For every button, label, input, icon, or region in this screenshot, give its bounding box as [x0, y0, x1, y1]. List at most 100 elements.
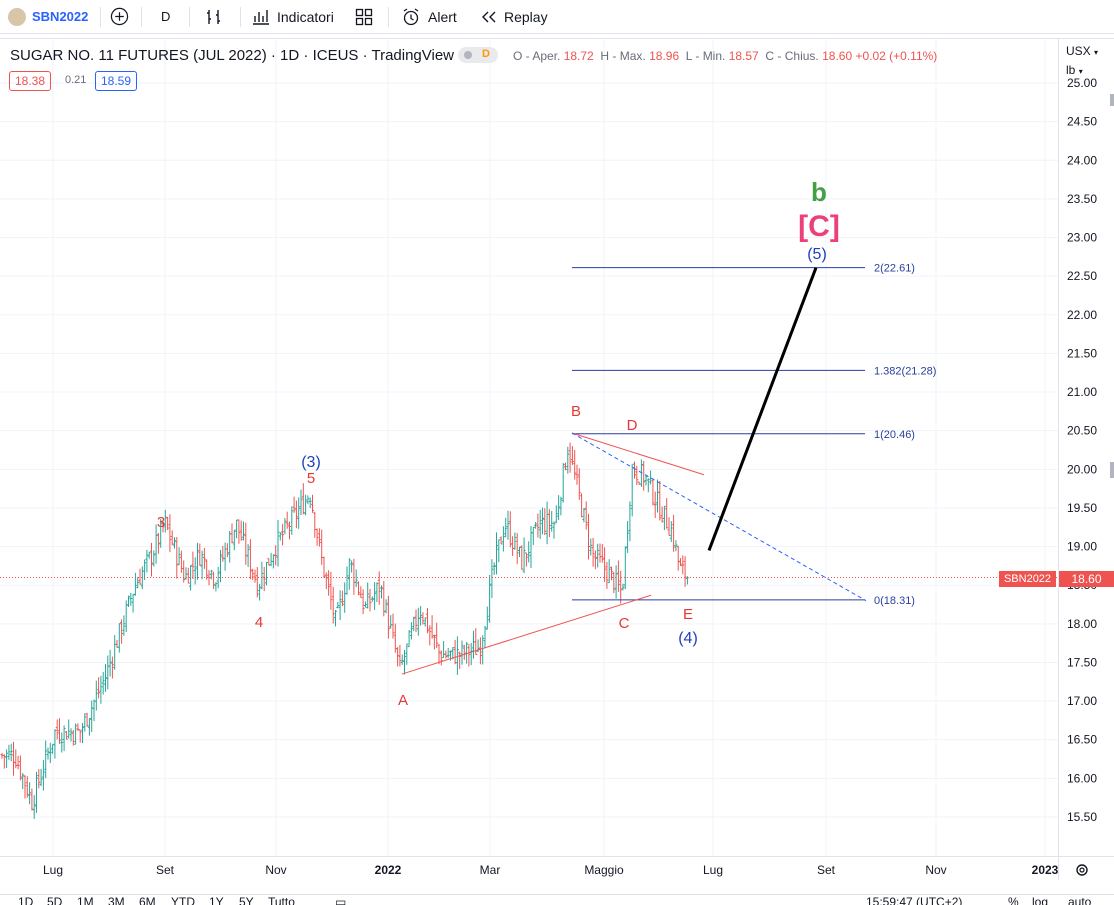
ohlc-bar	[649, 470, 653, 485]
ohlc-bar	[520, 545, 524, 570]
ohlc-bar	[297, 497, 301, 529]
ohlc-bar	[5, 749, 9, 768]
ohlc-bar	[612, 571, 616, 594]
ohlc-bar	[191, 551, 195, 579]
ohlc-bar	[246, 544, 250, 567]
bar-style-button[interactable]	[204, 0, 224, 33]
ohlc-bar	[552, 521, 556, 539]
ohlc-bar	[253, 569, 257, 583]
interval-button[interactable]: D	[161, 9, 171, 24]
compare-button[interactable]	[110, 0, 129, 33]
price-tick-label: 16.50	[1067, 733, 1097, 747]
ohlc-bar	[446, 648, 450, 658]
ohlc-bar	[405, 643, 409, 665]
wave-label-d: D	[627, 417, 638, 434]
ohlc-bar	[133, 572, 137, 596]
ohlc-bar	[64, 730, 68, 740]
ohlc-bar	[175, 537, 179, 579]
top-toolbar: SBN2022 D Indicatori Alert Replay	[0, 0, 1114, 34]
ohlc-bar	[262, 566, 266, 592]
range-6m[interactable]: 6M	[139, 895, 156, 905]
ohlc-bar	[60, 732, 64, 753]
price-chart[interactable]: 2(22.61) 1.382(21.28) 1(20.46) 0(18.31) b[C]…	[0, 34, 1114, 904]
symbol-search[interactable]: SBN2022	[8, 0, 88, 33]
ohlc-bar	[110, 656, 114, 679]
price-tick-label: 25.00	[1067, 76, 1097, 90]
range-all[interactable]: Tutto	[268, 895, 295, 905]
ohlc-bar	[642, 461, 646, 491]
ohlc-bar	[138, 568, 142, 585]
range-1y[interactable]: 1Y	[209, 895, 224, 905]
ohlc-bar	[554, 505, 558, 524]
ohlc-bar	[324, 572, 328, 590]
ohlc-bar	[426, 608, 429, 634]
percent-toggle[interactable]: %	[1008, 895, 1019, 905]
ohlc-bar	[541, 507, 544, 535]
ohlc-bar	[331, 586, 335, 624]
ohlc-bar	[242, 521, 245, 541]
ohlc-bar	[570, 446, 574, 465]
ohlc-bar	[683, 556, 687, 587]
ohlc-bar	[81, 722, 84, 744]
gear-icon	[1076, 864, 1088, 876]
ohlc-bar	[635, 465, 639, 486]
ohlc-bar	[104, 664, 107, 692]
ohlc-bar	[547, 509, 551, 538]
market-status-badge[interactable]: D	[458, 47, 498, 63]
low-value: 18.57	[728, 49, 759, 63]
ohlc-bar	[651, 478, 655, 506]
ohlc-bar	[435, 622, 439, 649]
price-tick-label: 24.50	[1067, 115, 1097, 129]
time-tick-label: 2022	[375, 863, 402, 877]
ohlc-bar	[511, 536, 515, 556]
ohlc-bar	[136, 576, 140, 589]
auto-toggle[interactable]: auto	[1068, 895, 1092, 905]
currency-selector[interactable]: USX ▾	[1066, 44, 1098, 58]
ohlc-bar	[205, 559, 209, 580]
buy-price-button[interactable]: 18.59	[95, 71, 138, 91]
ohlc-bar	[290, 506, 294, 535]
calendar-icon[interactable]: ▭	[335, 895, 347, 905]
ohlc-bar	[513, 532, 517, 550]
ohlc-bar	[492, 562, 496, 575]
ohlc-bar	[580, 493, 584, 518]
ohlc-bar	[416, 607, 420, 636]
ohlc-bar	[501, 526, 505, 552]
range-3m[interactable]: 3M	[108, 895, 125, 905]
ohlc-bar	[442, 641, 446, 659]
range-5d[interactable]: 5D	[47, 895, 63, 905]
ohlc-bar	[315, 528, 319, 546]
ohlc-bar	[288, 521, 291, 540]
ohlc-bar	[582, 508, 586, 523]
ohlc-bar	[221, 545, 225, 562]
ohlc-bar	[124, 600, 128, 633]
ohlc-bar	[373, 582, 377, 610]
ohlc-bar	[202, 548, 206, 569]
clock-time[interactable]: 15:59:47 (UTC+2)	[866, 895, 963, 905]
ohlc-bar	[182, 560, 186, 583]
ohlc-bar	[458, 651, 462, 670]
ohlc-bar	[230, 523, 234, 544]
range-1d[interactable]: 1D	[18, 895, 34, 905]
ohlc-bar	[665, 497, 669, 529]
price-tick-label: 17.50	[1067, 655, 1097, 669]
log-toggle[interactable]: log	[1032, 895, 1049, 905]
ohlc-bar	[120, 619, 124, 644]
unit-selector[interactable]: lb ▾	[1066, 63, 1083, 77]
ohlc-bar	[145, 549, 149, 573]
ohlc-bar	[274, 545, 278, 566]
ohlc-bar	[92, 699, 96, 722]
layouts-button[interactable]	[355, 0, 373, 33]
indicators-button[interactable]: Indicatori	[251, 0, 334, 33]
replay-button[interactable]: Replay	[480, 0, 548, 33]
range-1m[interactable]: 1M	[77, 895, 94, 905]
spread-value: 0.21	[65, 74, 87, 86]
ohlc-bar	[557, 495, 561, 520]
range-5y[interactable]: 5Y	[239, 895, 254, 905]
price-tick-label: 16.00	[1067, 771, 1097, 785]
alert-button[interactable]: Alert	[401, 0, 457, 33]
sell-price-button[interactable]: 18.38	[9, 71, 52, 91]
range-ytd[interactable]: YTD	[171, 895, 195, 905]
ohlc-bar	[357, 581, 360, 596]
ohlc-bar	[630, 463, 634, 517]
